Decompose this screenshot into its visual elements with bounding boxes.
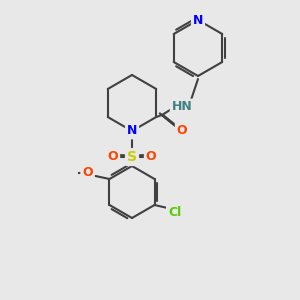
- Text: N: N: [193, 14, 203, 26]
- Text: O: O: [177, 124, 187, 136]
- Text: S: S: [127, 150, 137, 164]
- Text: Cl: Cl: [168, 206, 181, 218]
- Text: HN: HN: [172, 100, 192, 113]
- Text: O: O: [146, 151, 156, 164]
- Text: N: N: [127, 124, 137, 137]
- Text: O: O: [108, 151, 118, 164]
- Text: O: O: [82, 167, 93, 179]
